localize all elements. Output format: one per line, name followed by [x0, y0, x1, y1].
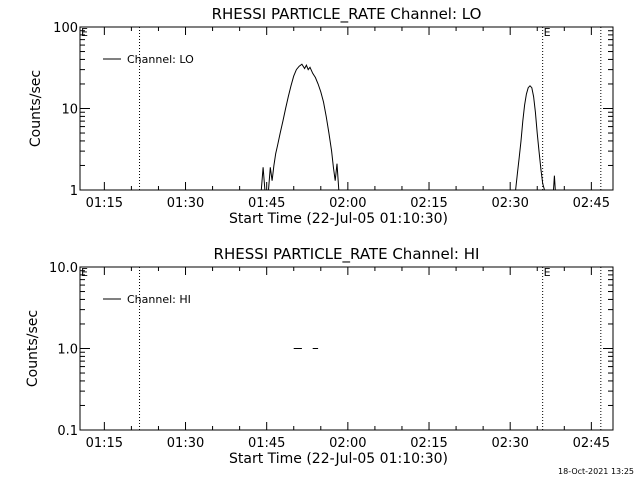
chart-title: RHESSI PARTICLE_RATE Channel: LO — [212, 5, 482, 24]
x-tick-label: 01:45 — [248, 196, 285, 211]
legend-label: Channel: HI — [127, 293, 191, 306]
marker-label: E — [544, 266, 551, 279]
x-tick-label: 02:15 — [410, 436, 447, 451]
y-tick-label: 10 — [61, 103, 78, 118]
marker-label: E — [544, 26, 551, 39]
marker-label: E — [81, 266, 88, 279]
y-axis-label: Counts/sec — [25, 310, 41, 387]
x-tick-label: 01:30 — [167, 196, 204, 211]
x-tick-label: 02:45 — [573, 196, 610, 211]
series-line — [553, 175, 556, 191]
series-line — [515, 85, 545, 191]
plot-frame — [79, 266, 614, 431]
x-tick-label: 02:30 — [491, 196, 528, 211]
y-tick-label: 1.0 — [57, 343, 78, 358]
y-axis-label: Counts/sec — [28, 70, 44, 147]
y-tick-label: 1 — [70, 184, 78, 199]
x-tick-label: 01:15 — [86, 436, 123, 451]
x-tick-label: 01:15 — [86, 196, 123, 211]
series-line — [260, 63, 340, 191]
x-axis-label: Start Time (22-Jul-05 01:10:30) — [229, 451, 448, 467]
panel-hi: RHESSI PARTICLE_RATE Channel: HI 01:15 01:… — [25, 245, 614, 467]
x-tick-label: 02:00 — [329, 436, 366, 451]
x-tick-label: 02:45 — [573, 436, 610, 451]
y-tick-label: 100 — [53, 21, 78, 36]
y-tick-label: 0.1 — [57, 424, 78, 439]
x-tick-label: 01:30 — [167, 436, 204, 451]
x-tick-label: 02:30 — [491, 436, 528, 451]
legend-label: Channel: LO — [127, 53, 194, 66]
x-tick-label: 02:00 — [329, 196, 366, 211]
x-tick-label: 01:45 — [248, 436, 285, 451]
panel-lo: RHESSI PARTICLE_RATE Channel: LO 01:15 01:… — [28, 5, 614, 227]
x-axis-label: Start Time (22-Jul-05 01:10:30) — [229, 211, 448, 227]
chart-title: RHESSI PARTICLE_RATE Channel: HI — [214, 245, 480, 264]
plot-frame — [79, 26, 614, 191]
footer-timestamp: 18-Oct-2021 13:25 — [558, 467, 634, 476]
x-tick-label: 02:15 — [410, 196, 447, 211]
marker-label: E — [81, 26, 88, 39]
y-tick-label: 10.0 — [49, 261, 78, 276]
